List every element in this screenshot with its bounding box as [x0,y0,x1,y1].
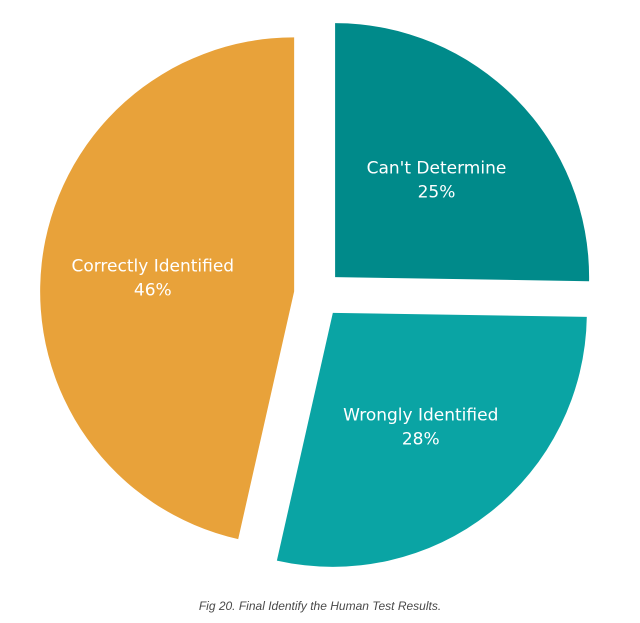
slice-label: Can't Determine [367,158,507,178]
pie-slice-wrongly-identified [276,312,587,567]
slice-label: Correctly Identified [71,257,234,277]
slice-value-label: 25% [418,182,456,202]
slice-value-label: 46% [134,281,172,301]
slice-label: Wrongly Identified [343,406,498,426]
pie-slice-correctly-identified [40,37,295,540]
slice-value-label: 28% [402,430,440,450]
figure-caption: Fig 20. Final Identify the Human Test Re… [198,599,442,613]
pie-slice-can-t-determine [335,23,590,282]
